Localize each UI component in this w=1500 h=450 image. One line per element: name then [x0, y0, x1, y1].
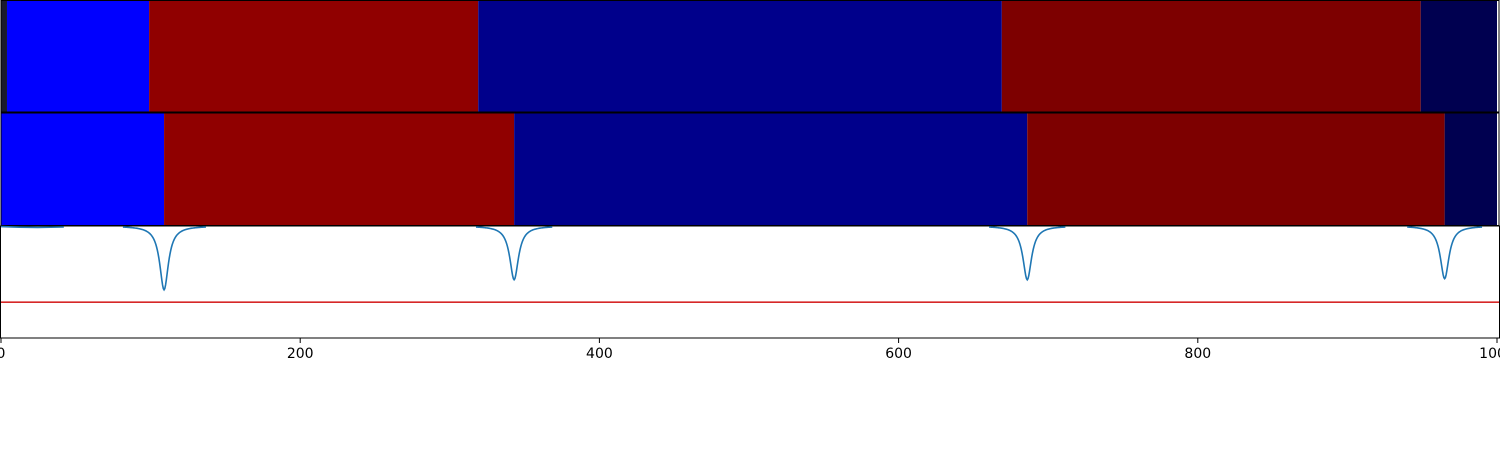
segment-top-5	[1420, 0, 1497, 112]
segment-top-3	[478, 0, 1002, 112]
signal-early-segment	[0, 225, 64, 229]
segment-bottom-0	[1, 113, 165, 226]
bottom-segmentation-panel	[0, 112, 1500, 226]
segment-top-4	[1001, 0, 1421, 112]
segment-bottom-4	[1444, 113, 1497, 226]
signal-frame	[0, 225, 1500, 339]
boundary-signal-panel	[0, 225, 1500, 339]
x-tick-label-200: 200	[287, 346, 314, 362]
segmentation-frame-top	[0, 0, 1500, 113]
x-axis: 0 200 400 600 800 1000	[0, 338, 1500, 362]
segment-bottom-3	[1027, 113, 1445, 226]
segment-bottom-2	[514, 113, 1028, 226]
segment-bottom-1	[164, 113, 515, 226]
x-tick-label-0: 0	[0, 346, 5, 362]
signal-line	[122, 226, 1483, 292]
x-tick-label-400: 400	[586, 346, 613, 362]
segment-top-1	[6, 0, 150, 112]
x-tick-label-600: 600	[885, 346, 912, 362]
segment-top-2	[149, 0, 479, 112]
segment-top-0	[1, 0, 7, 112]
x-tick-label-1000: 1000	[1479, 346, 1500, 362]
top-segmentation-panel	[0, 0, 1500, 113]
x-tick-label-800: 800	[1184, 346, 1211, 362]
